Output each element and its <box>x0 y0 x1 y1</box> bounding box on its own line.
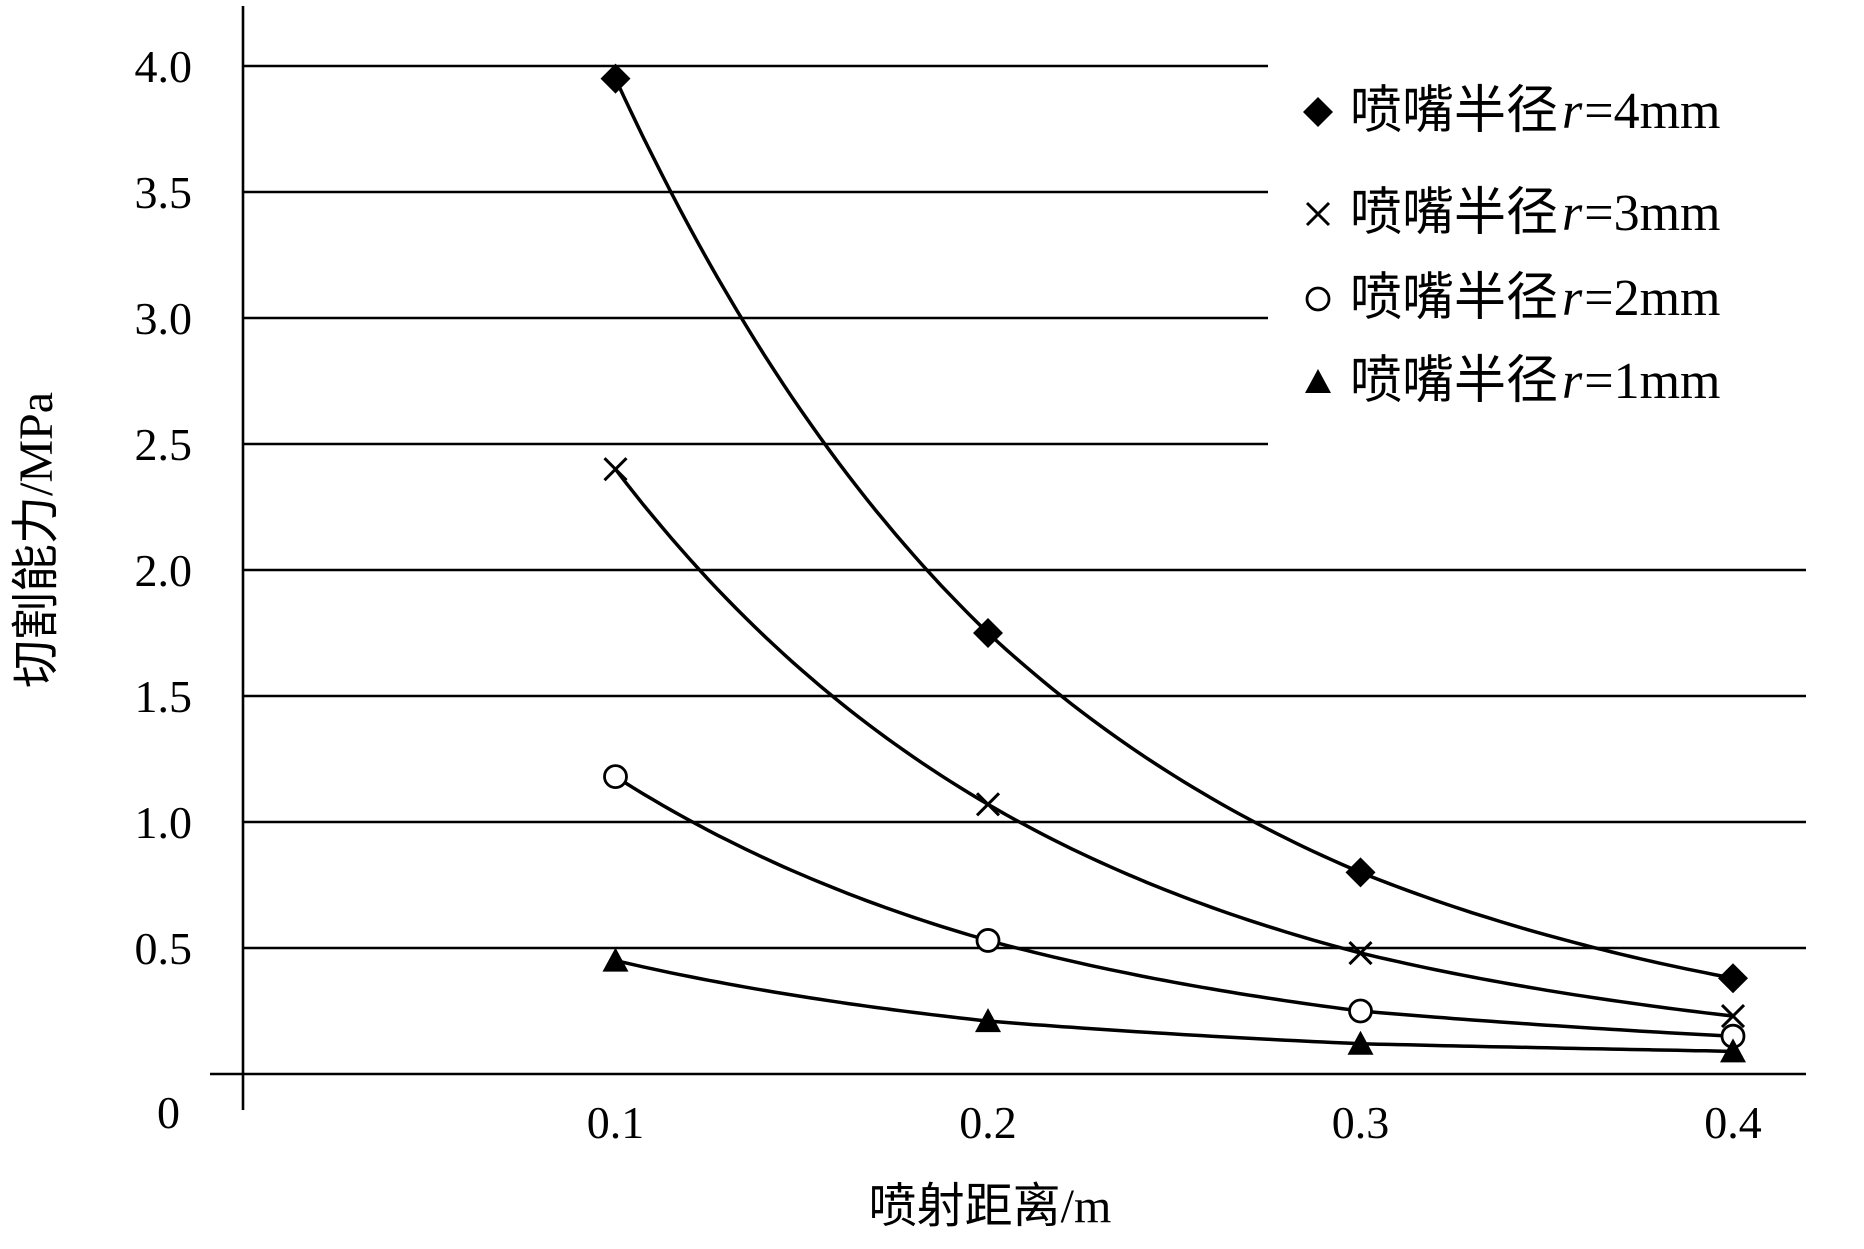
gridlines <box>243 64 1806 950</box>
legend-marker-diamond-icon <box>1303 97 1333 127</box>
x-tick-label: 0.1 <box>587 1097 645 1148</box>
legend-marker-circle-icon <box>1305 286 1331 312</box>
data-point-diamond <box>973 618 1003 648</box>
data-point-circle <box>603 764 628 790</box>
legend-label-variable: r <box>1562 353 1583 410</box>
series-curves <box>613 77 1734 1054</box>
marker-stroke <box>1305 201 1331 227</box>
data-point-triangle <box>975 1008 1001 1033</box>
legend-label-suffix: =4mm <box>1584 83 1720 140</box>
data-point-cross <box>603 457 628 482</box>
legend-label-prefix: 喷嘴半径 <box>1350 83 1558 140</box>
legend-label-prefix: 喷嘴半径 <box>1350 270 1558 327</box>
legend-label-suffix: =3mm <box>1584 185 1720 242</box>
y-tick-label: 1.5 <box>135 671 193 722</box>
legend-label: 喷嘴半径r=2mm <box>1350 270 1721 327</box>
data-point-triangle <box>1347 1030 1374 1055</box>
series-markers <box>600 63 1748 1063</box>
data-point-cross <box>1720 1003 1746 1029</box>
x-tick-label: 0.4 <box>1704 1097 1762 1148</box>
marker-stroke <box>603 457 628 482</box>
data-point-diamond <box>1345 857 1376 888</box>
y-tick-label: 3.0 <box>135 293 193 344</box>
legend-item: 喷嘴半径r=3mm <box>1305 185 1721 242</box>
data-point-cross <box>1348 940 1373 966</box>
marker-stroke <box>1348 940 1373 966</box>
data-point-circle <box>975 928 1001 953</box>
series-curve-4mm <box>613 77 1734 980</box>
data-point-triangle <box>1720 1038 1746 1063</box>
legend-label-variable: r <box>1562 270 1583 327</box>
x-tick-label: 0.3 <box>1332 1097 1390 1148</box>
marker-stroke <box>1720 1003 1746 1029</box>
legend-label-suffix: =2mm <box>1584 270 1720 327</box>
y-tick-label: 0.5 <box>135 923 193 974</box>
data-point-diamond <box>600 63 631 94</box>
legend-label-variable: r <box>1562 185 1583 242</box>
legend-item: 喷嘴半径r=4mm <box>1303 83 1721 140</box>
legend-label: 喷嘴半径r=3mm <box>1350 185 1721 242</box>
series-curve-3mm <box>614 468 1734 1018</box>
legend-label: 喷嘴半径r=4mm <box>1350 83 1721 140</box>
series-curve-1mm <box>615 958 1734 1054</box>
data-point-triangle <box>602 947 629 972</box>
legend-label-variable: r <box>1562 83 1583 140</box>
data-point-circle <box>1348 998 1373 1024</box>
legend-label: 喷嘴半径r=1mm <box>1350 353 1721 410</box>
legend-marker-triangle-icon <box>1305 369 1331 393</box>
y-tick-label: 2.0 <box>135 545 193 596</box>
legend-label-suffix: =1mm <box>1584 353 1720 410</box>
x-tick-label: 0.2 <box>959 1097 1017 1148</box>
marker-stroke <box>975 792 1001 817</box>
legend-marker-cross-icon <box>1305 201 1331 227</box>
y-tick-label: 2.5 <box>135 419 193 470</box>
axes <box>210 6 1806 1110</box>
y-tick-label: 1.0 <box>135 797 193 848</box>
series-curve-2mm <box>614 775 1734 1038</box>
y-tick-label: 4.0 <box>135 41 193 92</box>
y-tick-label: 0 <box>157 1087 180 1138</box>
y-axis-title: 切割能力/MPa <box>10 392 63 688</box>
legend-item: 喷嘴半径r=2mm <box>1305 270 1721 327</box>
tick-labels: 0 0.5 1.0 1.5 2.0 2.5 3.0 3.5 4.0 0.1 0.2 0.3 0.4 <box>135 41 1762 1148</box>
legend-item: 喷嘴半径r=1mm <box>1305 353 1721 410</box>
legend-label-prefix: 喷嘴半径 <box>1350 353 1558 410</box>
x-axis-title: 喷射距离/m <box>869 1180 1112 1233</box>
data-point-diamond <box>1718 963 1748 994</box>
legend-label-prefix: 喷嘴半径 <box>1350 185 1558 242</box>
data-point-cross <box>975 792 1001 817</box>
y-tick-label: 3.5 <box>135 167 193 218</box>
